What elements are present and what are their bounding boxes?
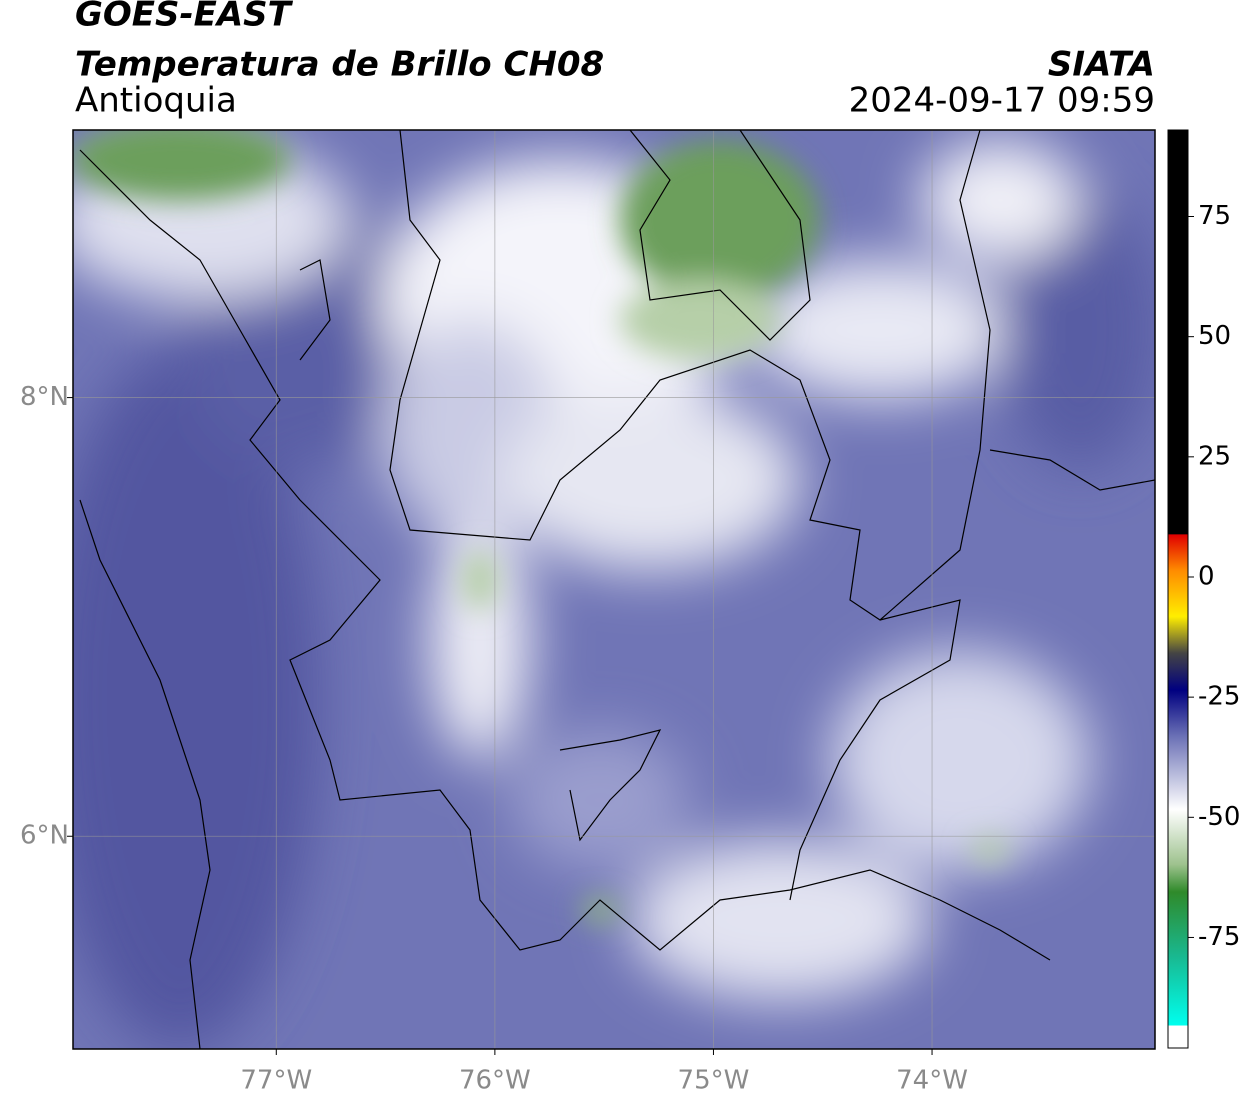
colorbar-tick-label: -50 xyxy=(1198,802,1240,832)
colorbar-tick-label: 25 xyxy=(1198,441,1231,471)
colorbar-tick-label: 0 xyxy=(1198,561,1215,591)
colorbar-tick-label: -75 xyxy=(1198,922,1240,952)
x-tick-label: 77°W xyxy=(240,1066,312,1096)
colorbar xyxy=(1167,129,1189,1049)
map-frame xyxy=(72,129,1156,1050)
x-tick-label: 75°W xyxy=(678,1066,750,1096)
datetime: 2024-09-17 09:59 xyxy=(849,81,1155,121)
y-tick-label: 8°N xyxy=(20,382,69,412)
subtitle: Temperatura de Brillo CH08 xyxy=(75,45,604,85)
graticule xyxy=(73,130,1155,1049)
source: SIATA xyxy=(1048,45,1155,85)
y-tick-label: 6°N xyxy=(20,821,69,851)
colorbar-tick-label: 75 xyxy=(1198,201,1231,231)
colorbar-tick-label: -25 xyxy=(1198,682,1240,712)
region: Antioquia xyxy=(75,81,237,121)
x-tick-label: 74°W xyxy=(896,1066,968,1096)
x-tick-label: 76°W xyxy=(459,1066,531,1096)
colorbar-tick-label: 50 xyxy=(1198,321,1231,351)
title: GOES-EAST xyxy=(75,0,294,35)
map-image xyxy=(73,130,1155,1049)
